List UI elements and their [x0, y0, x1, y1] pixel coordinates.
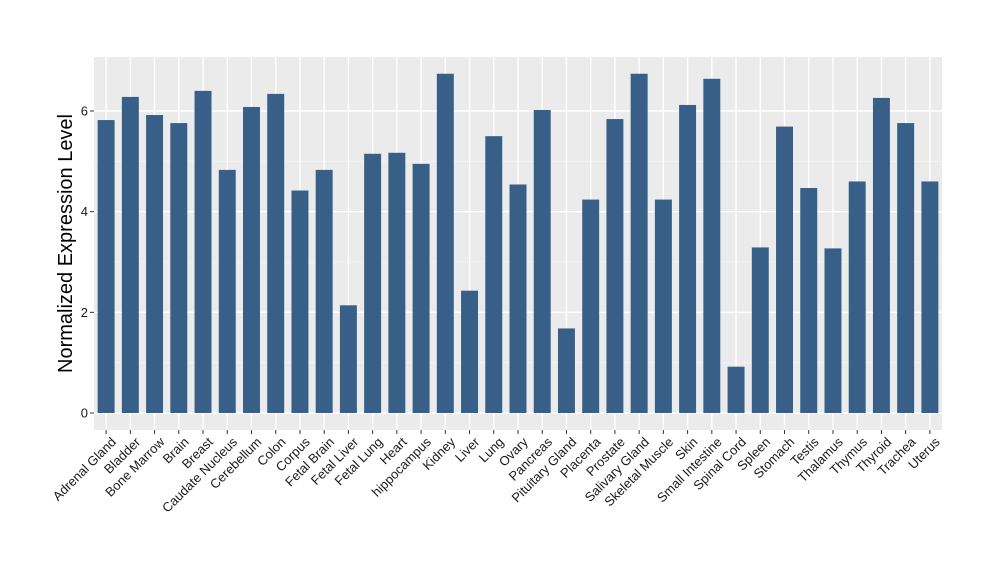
bar [824, 248, 842, 413]
bar [218, 169, 236, 413]
bar [364, 153, 382, 414]
bar [679, 104, 697, 414]
y-tick-label: 4 [81, 204, 88, 219]
bar [872, 97, 890, 413]
bar [800, 188, 818, 413]
bar [170, 123, 188, 413]
bar [727, 366, 745, 413]
bar [97, 120, 115, 413]
bar [388, 152, 406, 413]
bar [291, 190, 309, 413]
bar [194, 90, 212, 413]
y-axis-title: Normalized Expression Level [55, 114, 77, 373]
x-tick-label: Liver [452, 434, 483, 465]
bar [582, 199, 600, 413]
bar [897, 123, 915, 413]
bar [509, 184, 527, 413]
bar [121, 96, 139, 413]
bar [921, 181, 939, 413]
bar [436, 73, 454, 414]
bar [146, 115, 164, 413]
y-tick-label: 6 [81, 104, 88, 119]
bar [485, 136, 503, 413]
bars [97, 73, 939, 414]
bar [606, 119, 624, 413]
bar [630, 73, 648, 414]
bar [703, 78, 721, 413]
bar [848, 181, 866, 413]
bar [243, 106, 260, 414]
y-tick-label: 0 [81, 406, 88, 421]
y-tick-label: 2 [81, 305, 88, 320]
bar [339, 305, 357, 413]
bar [315, 169, 333, 413]
bar [751, 247, 769, 413]
bar [461, 290, 479, 413]
bar [557, 328, 575, 413]
bar [776, 126, 793, 413]
bar [412, 163, 430, 413]
bar [267, 93, 285, 414]
bar [533, 109, 551, 413]
bar [654, 199, 672, 413]
y-axis: 0 2 4 6 [81, 104, 94, 421]
